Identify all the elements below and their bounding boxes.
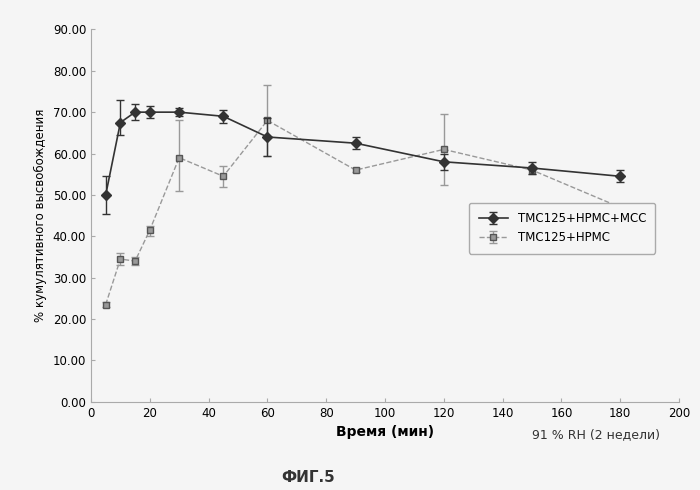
Text: ФИГ.5: ФИГ.5 (281, 470, 335, 485)
Y-axis label: % кумулятивного высвобождения: % кумулятивного высвобождения (34, 109, 47, 322)
X-axis label: Время (мин): Время (мин) (336, 425, 434, 439)
Legend: TMC125+HPMC+MCC, TMC125+HPMC: TMC125+HPMC+MCC, TMC125+HPMC (469, 203, 655, 254)
Text: 91 % RH (2 недели): 91 % RH (2 недели) (532, 428, 660, 441)
